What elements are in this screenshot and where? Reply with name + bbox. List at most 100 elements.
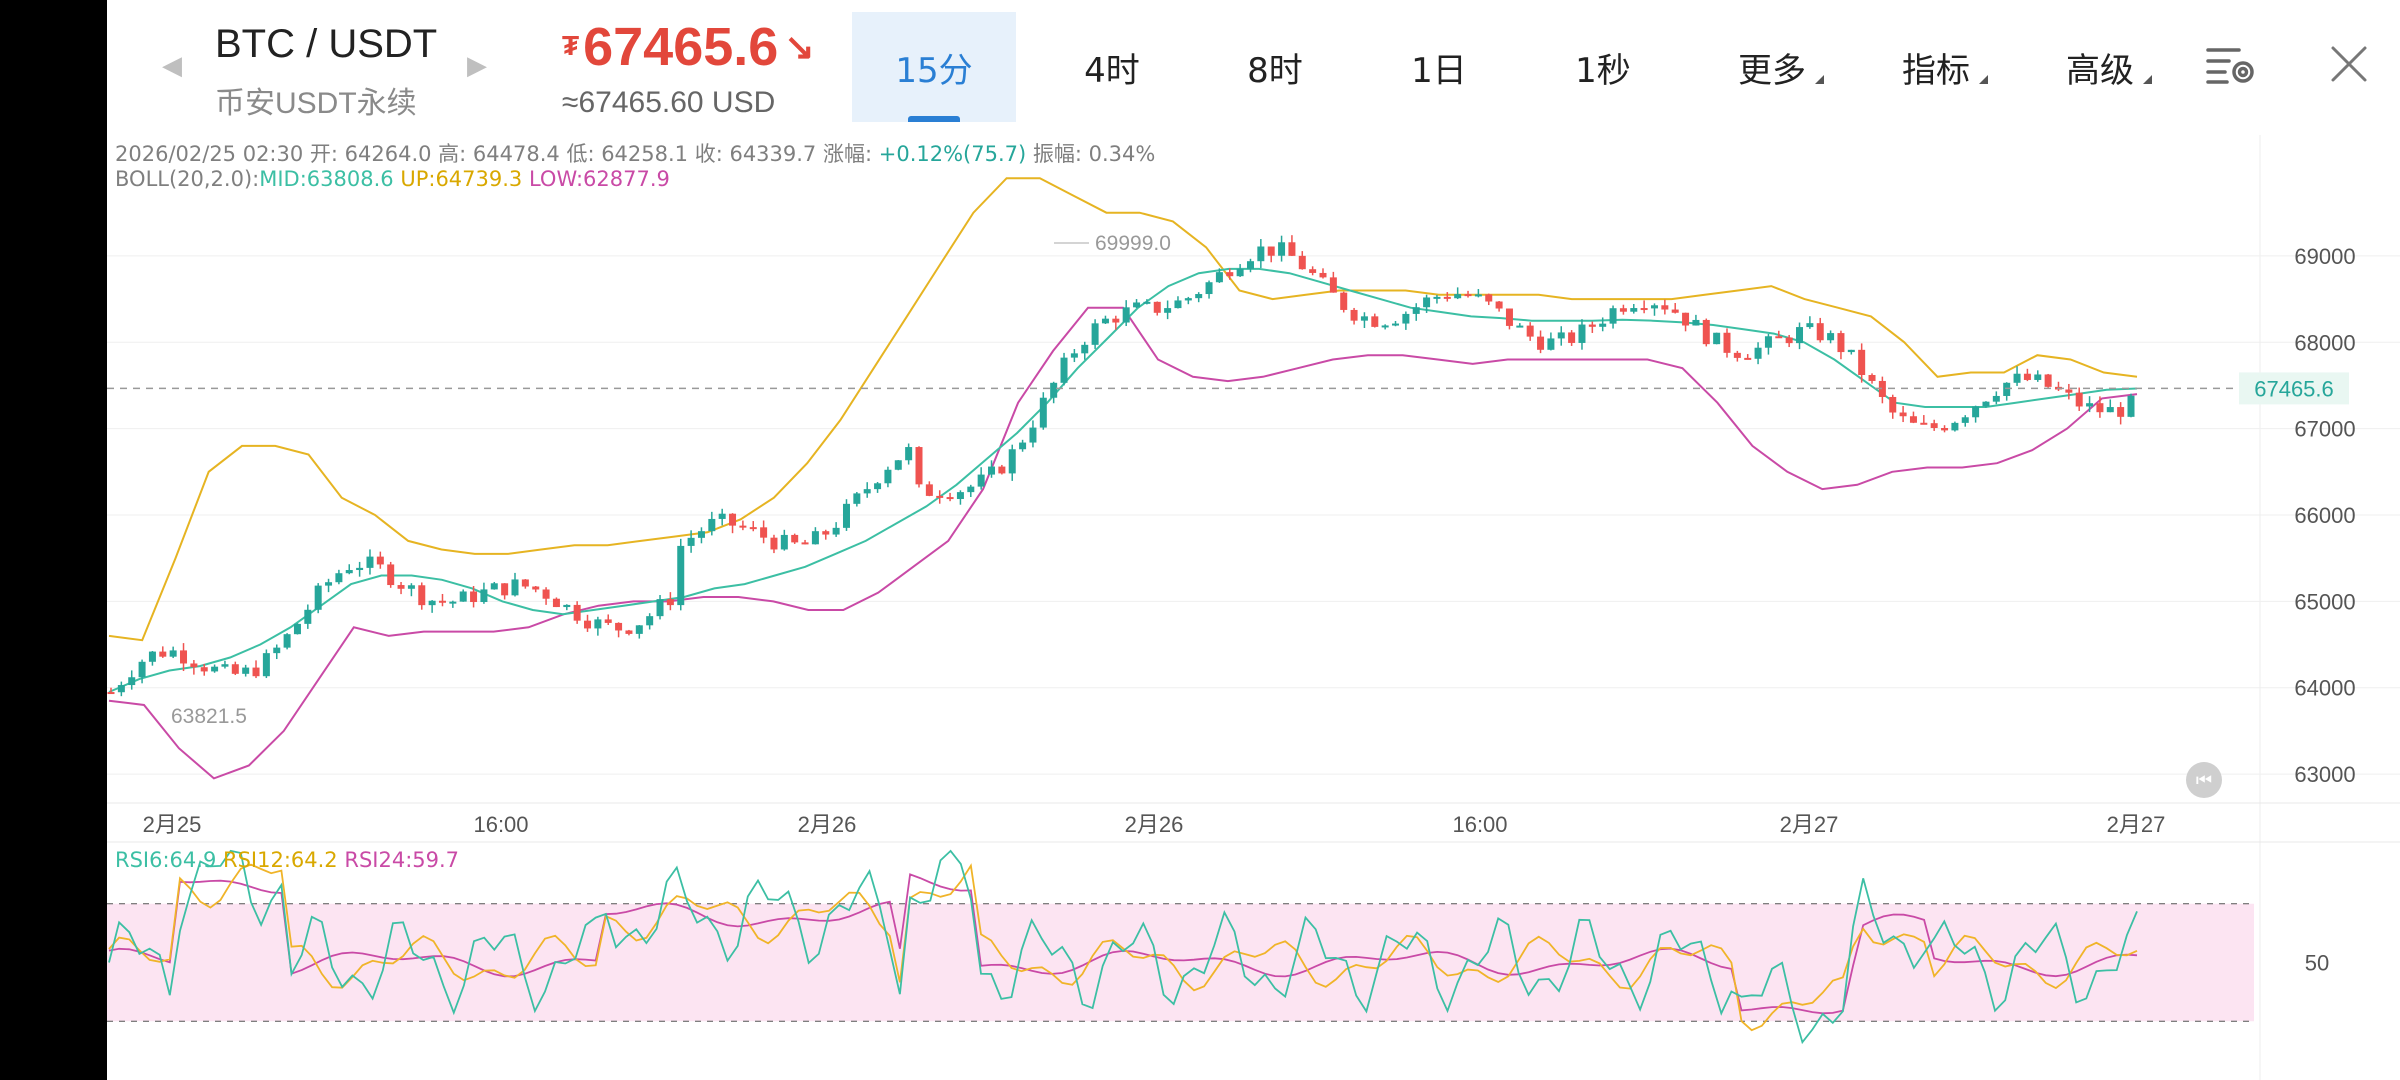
candle: [1951, 422, 1959, 431]
candle: [190, 663, 198, 668]
candle: [552, 598, 560, 608]
tab-label: 8时: [1247, 50, 1303, 91]
dropdown-corner-icon: [1979, 75, 1988, 84]
x-tick-label: 16:00: [473, 812, 528, 837]
candle: [283, 634, 291, 648]
tab-4h[interactable]: 4时: [1057, 12, 1167, 122]
price-down-arrow-icon: ↘: [784, 26, 815, 67]
tab-8h[interactable]: 8时: [1220, 12, 1330, 122]
candle: [2013, 373, 2021, 383]
last-price: ₮67465.6 ↘: [562, 16, 814, 78]
candle: [470, 591, 478, 603]
candle: [1920, 422, 1928, 425]
candle: [1329, 277, 1337, 293]
candle: [1474, 294, 1482, 297]
ohlc-text: 2026/02/25 02:30 开: 64264.0 高: 64478.4 低…: [115, 142, 873, 166]
tab-indicators[interactable]: 指标: [1876, 12, 1996, 122]
prev-pair-icon[interactable]: ◀: [162, 50, 182, 80]
x-tick-label: 2月27: [1780, 812, 1839, 837]
candle: [1899, 412, 1907, 417]
tab-1s[interactable]: 1秒: [1548, 12, 1658, 122]
candle: [1423, 297, 1431, 308]
candle: [832, 527, 840, 535]
candle: [1526, 325, 1534, 337]
candle: [117, 685, 125, 693]
candle: [200, 667, 208, 672]
candle: [615, 622, 623, 631]
candle: [967, 486, 975, 493]
candle: [977, 474, 985, 487]
y-tick-label: 66000: [2294, 503, 2355, 528]
candle: [956, 492, 964, 500]
candle: [1412, 307, 1420, 314]
rsi6-value: RSI6:64.9: [115, 848, 217, 872]
chart-settings-icon[interactable]: [2205, 44, 2259, 86]
candle: [1101, 318, 1109, 324]
candle: [635, 625, 643, 634]
candle: [242, 667, 250, 674]
candle: [905, 447, 913, 461]
rsi-readout: RSI6:64.9 RSI12:64.2 RSI24:59.7: [115, 848, 459, 872]
tab-advanced[interactable]: 高级: [2040, 12, 2160, 122]
candle: [1267, 246, 1275, 256]
boll-up-value: UP:64739.3: [400, 167, 523, 191]
scroll-to-start-icon[interactable]: ⏮: [2186, 762, 2222, 798]
candle: [148, 651, 156, 662]
candle: [169, 650, 177, 657]
candle: [1557, 332, 1565, 339]
candle: [1941, 427, 1949, 431]
candle: [1588, 324, 1596, 327]
candle: [656, 599, 664, 617]
candle: [180, 650, 188, 664]
candle: [1153, 301, 1161, 313]
pair-name[interactable]: BTC / USDT: [215, 22, 438, 66]
next-pair-icon[interactable]: ▶: [467, 50, 487, 80]
candle: [521, 579, 529, 587]
candle: [1392, 323, 1400, 326]
candle: [1868, 374, 1876, 381]
y-tick-label: 68000: [2294, 330, 2355, 355]
candle: [1578, 324, 1586, 343]
candle: [314, 585, 322, 610]
candle: [159, 651, 167, 657]
candle: [988, 466, 996, 475]
y-tick-label: 67000: [2294, 417, 2355, 442]
candle: [1599, 323, 1607, 327]
candle: [1495, 301, 1503, 309]
candle: [1143, 301, 1151, 304]
candle: [884, 469, 892, 484]
candle: [1547, 338, 1555, 350]
candle: [625, 630, 633, 634]
candle: [1133, 302, 1141, 308]
candle: [2086, 403, 2094, 407]
rsi-band: [107, 903, 2254, 1022]
boll-mid-value: MID:63808.6: [259, 167, 394, 191]
tab-15m[interactable]: 15分: [852, 12, 1016, 122]
price-chart[interactable]: 69000 68000 67000 66000 65000 64000 63000 2月25 1…: [107, 0, 2400, 1080]
candle: [666, 599, 674, 606]
candle: [770, 537, 778, 550]
tab-label: 更多: [1738, 50, 1806, 91]
tab-more[interactable]: 更多: [1712, 12, 1832, 122]
candle: [1122, 307, 1130, 323]
candle: [729, 513, 737, 526]
candle: [1195, 294, 1203, 299]
x-tick-label: 2月26: [1125, 812, 1184, 837]
candle: [822, 531, 830, 535]
candle: [2117, 407, 2125, 417]
x-tick-label: 2月26: [798, 812, 857, 837]
candle: [1008, 449, 1016, 474]
candle: [677, 545, 685, 606]
candle: [407, 585, 415, 589]
candle: [221, 664, 229, 667]
candle: [573, 604, 581, 621]
candle: [1298, 255, 1306, 270]
candle: [542, 589, 550, 599]
current-price-tag: [2239, 372, 2349, 405]
high-price-label: 69999.0: [1095, 232, 1171, 255]
candle: [1205, 282, 1213, 295]
close-icon[interactable]: [2329, 44, 2369, 84]
candle: [1226, 272, 1234, 277]
dropdown-corner-icon: [2143, 75, 2152, 84]
tab-1d[interactable]: 1日: [1384, 12, 1494, 122]
